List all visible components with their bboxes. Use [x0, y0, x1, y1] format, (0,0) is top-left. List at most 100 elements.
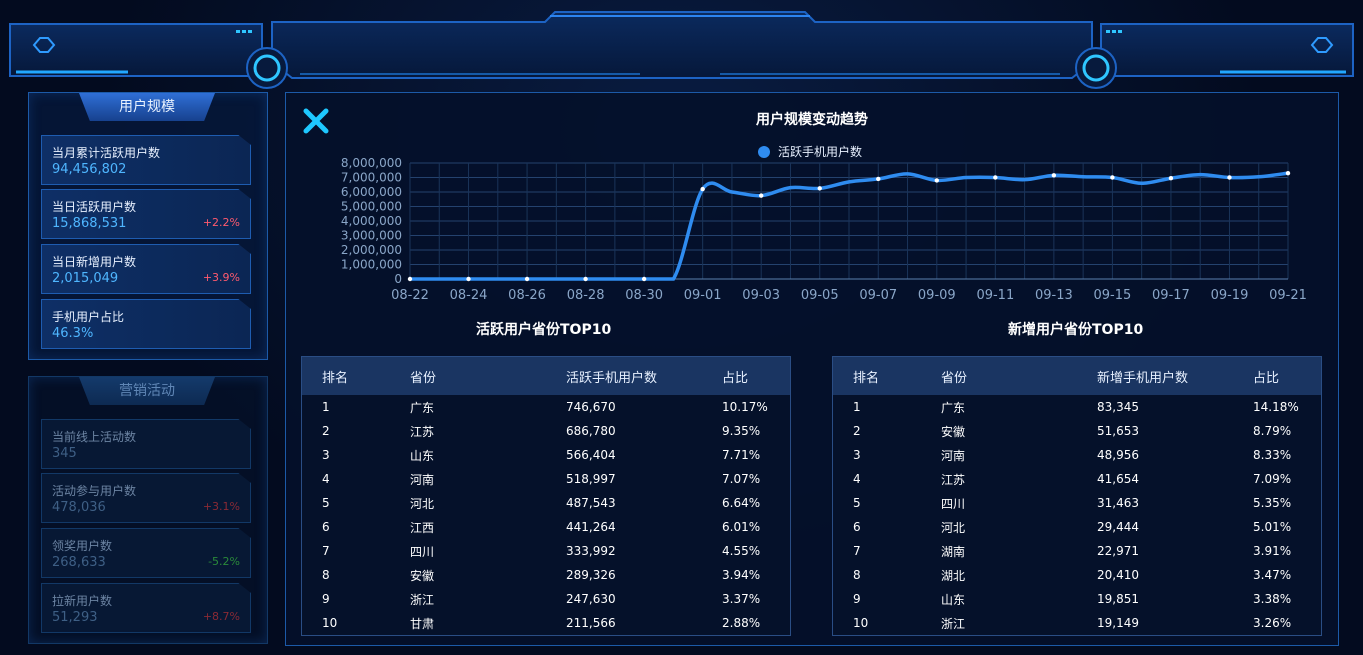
table-cell: 7.07% — [722, 472, 761, 486]
table-cell: 8 — [322, 568, 330, 582]
marketing-title: 营销活动 — [79, 377, 215, 405]
data-point — [759, 193, 764, 198]
table-cell: 333,992 — [566, 544, 616, 558]
table-row[interactable]: 4 江苏 41,654 7.09% — [833, 467, 1321, 491]
table-cell: 518,997 — [566, 472, 616, 486]
y-tick-label: 0 — [394, 272, 402, 286]
table-cell: 29,444 — [1097, 520, 1139, 534]
table-row[interactable]: 3 河南 48,956 8.33% — [833, 443, 1321, 467]
table-row[interactable]: 1 广东 83,345 14.18% — [833, 395, 1321, 419]
table-cell: 6 — [853, 520, 861, 534]
stat-change: +3.1% — [202, 500, 240, 513]
table-row[interactable]: 6 河北 29,444 5.01% — [833, 515, 1321, 539]
x-tick-label: 09-05 — [801, 288, 839, 303]
trend-modal: 用户规模变动趋势 活跃手机用户数 0 1,000,000 2,000,000 3,00… — [285, 92, 1339, 646]
stat-value: 478,036 — [52, 500, 106, 515]
table-row[interactable]: 10 甘肃 211,566 2.88% — [302, 611, 790, 635]
table-cell: 9 — [853, 592, 861, 606]
stat-daily-active[interactable]: 当日活跃用户数 15,868,531 +2.2% — [41, 189, 251, 239]
stat-winners[interactable]: 领奖用户数 268,633 -5.2% — [41, 528, 251, 578]
stat-label: 当日活跃用户数 — [52, 200, 137, 214]
stat-participants[interactable]: 活动参与用户数 478,036 +3.1% — [41, 473, 251, 523]
table-cell: 5.01% — [1253, 520, 1292, 534]
data-point — [817, 186, 822, 191]
chart-legend[interactable]: 活跃手机用户数 — [758, 143, 862, 160]
header-rank: 排名 — [853, 370, 880, 386]
table-cell: 3.91% — [1253, 544, 1292, 558]
table-row[interactable]: 7 四川 333,992 4.55% — [302, 539, 790, 563]
header-frame — [0, 0, 1363, 92]
stat-new-users[interactable]: 拉新用户数 51,293 +8.7% — [41, 583, 251, 633]
data-point — [466, 276, 471, 282]
stat-label: 当前线上活动数 — [52, 430, 137, 444]
table-row[interactable]: 10 浙江 19,149 3.26% — [833, 611, 1321, 635]
data-point — [1051, 173, 1057, 178]
table-row[interactable]: 5 河北 487,543 6.64% — [302, 491, 790, 515]
x-tick-label: 08-22 — [391, 288, 429, 303]
table-cell: 1 — [322, 400, 330, 414]
stat-value: 51,293 — [52, 610, 98, 625]
table-cell: 3.37% — [722, 592, 761, 606]
table-row[interactable]: 8 安徽 289,326 3.94% — [302, 563, 790, 587]
table-cell: 83,345 — [1097, 400, 1139, 414]
table-row[interactable]: 6 江西 441,264 6.01% — [302, 515, 790, 539]
stat-online-activities[interactable]: 当前线上活动数 345 — [41, 419, 251, 469]
stat-value: 15,868,531 — [52, 216, 127, 231]
table-cell: 1 — [853, 400, 861, 414]
table-row[interactable]: 2 江苏 686,780 9.35% — [302, 419, 790, 443]
x-tick-label: 09-03 — [742, 288, 780, 303]
table-cell: 2.88% — [722, 616, 761, 630]
table-row[interactable]: 2 安徽 51,653 8.79% — [833, 419, 1321, 443]
data-point — [407, 276, 413, 282]
legend-label: 活跃手机用户数 — [778, 145, 863, 159]
table-cell: 四川 — [941, 496, 966, 511]
table-cell: 247,630 — [566, 592, 616, 606]
stat-daily-new[interactable]: 当日新增用户数 2,015,049 +3.9% — [41, 244, 251, 294]
table-cell: 51,653 — [1097, 424, 1139, 438]
trend-chart: 01,000,0002,000,0003,000,0004,000,0005,0… — [341, 156, 1307, 303]
stat-label: 活动参与用户数 — [52, 484, 137, 498]
table-cell: 广东 — [410, 400, 435, 415]
x-tick-label: 09-11 — [976, 288, 1014, 303]
table-row[interactable]: 1 广东 746,670 10.17% — [302, 395, 790, 419]
stat-monthly-active[interactable]: 当月累计活跃用户数 94,456,802 — [41, 135, 251, 185]
table-cell: 江西 — [410, 520, 435, 535]
table-row[interactable]: 3 山东 566,404 7.71% — [302, 443, 790, 467]
table-row[interactable]: 8 湖北 20,410 3.47% — [833, 563, 1321, 587]
active-province-table: 排名 省份 活跃手机用户数 占比 1 广东 746,670 10.17% 2 江苏 686,… — [301, 356, 791, 636]
table-cell: 19,149 — [1097, 616, 1139, 630]
data-point — [993, 175, 998, 180]
table-cell: 5.35% — [1253, 496, 1292, 510]
table-cell: 10 — [322, 616, 338, 630]
table-header: 排名 省份 活跃手机用户数 占比 — [302, 357, 790, 395]
stat-mobile-ratio[interactable]: 手机用户占比 46.3% — [41, 299, 251, 349]
table-cell: 441,264 — [566, 520, 616, 534]
stat-value: 268,633 — [52, 555, 106, 570]
table-row[interactable]: 9 山东 19,851 3.38% — [833, 587, 1321, 611]
table-row[interactable]: 4 河南 518,997 7.07% — [302, 467, 790, 491]
header-ratio: 占比 — [722, 370, 749, 386]
table-cell: 7 — [853, 544, 861, 558]
data-point — [934, 178, 939, 183]
header-count: 活跃手机用户数 — [566, 370, 658, 386]
data-point — [1227, 175, 1232, 180]
data-point — [700, 186, 705, 192]
table-row[interactable]: 5 四川 31,463 5.35% — [833, 491, 1321, 515]
table-cell: 江苏 — [410, 424, 435, 439]
y-tick-label: 8,000,000 — [341, 156, 402, 170]
table-row[interactable]: 9 浙江 247,630 3.37% — [302, 587, 790, 611]
table-cell: 48,956 — [1097, 448, 1139, 462]
table-row[interactable]: 7 湖南 22,971 3.91% — [833, 539, 1321, 563]
close-icon[interactable] — [302, 107, 330, 135]
table-cell: 31,463 — [1097, 496, 1139, 510]
stat-value: 2,015,049 — [52, 271, 119, 286]
table-cell: 9.35% — [722, 424, 761, 438]
table-cell: 19,851 — [1097, 592, 1139, 606]
table-cell: 8 — [853, 568, 861, 582]
x-tick-label: 08-30 — [625, 288, 663, 303]
y-tick-label: 6,000,000 — [341, 185, 402, 199]
table-cell: 566,404 — [566, 448, 616, 462]
stat-change: +3.9% — [202, 271, 240, 284]
x-tick-label: 08-28 — [567, 288, 605, 303]
stat-value: 345 — [52, 446, 77, 461]
